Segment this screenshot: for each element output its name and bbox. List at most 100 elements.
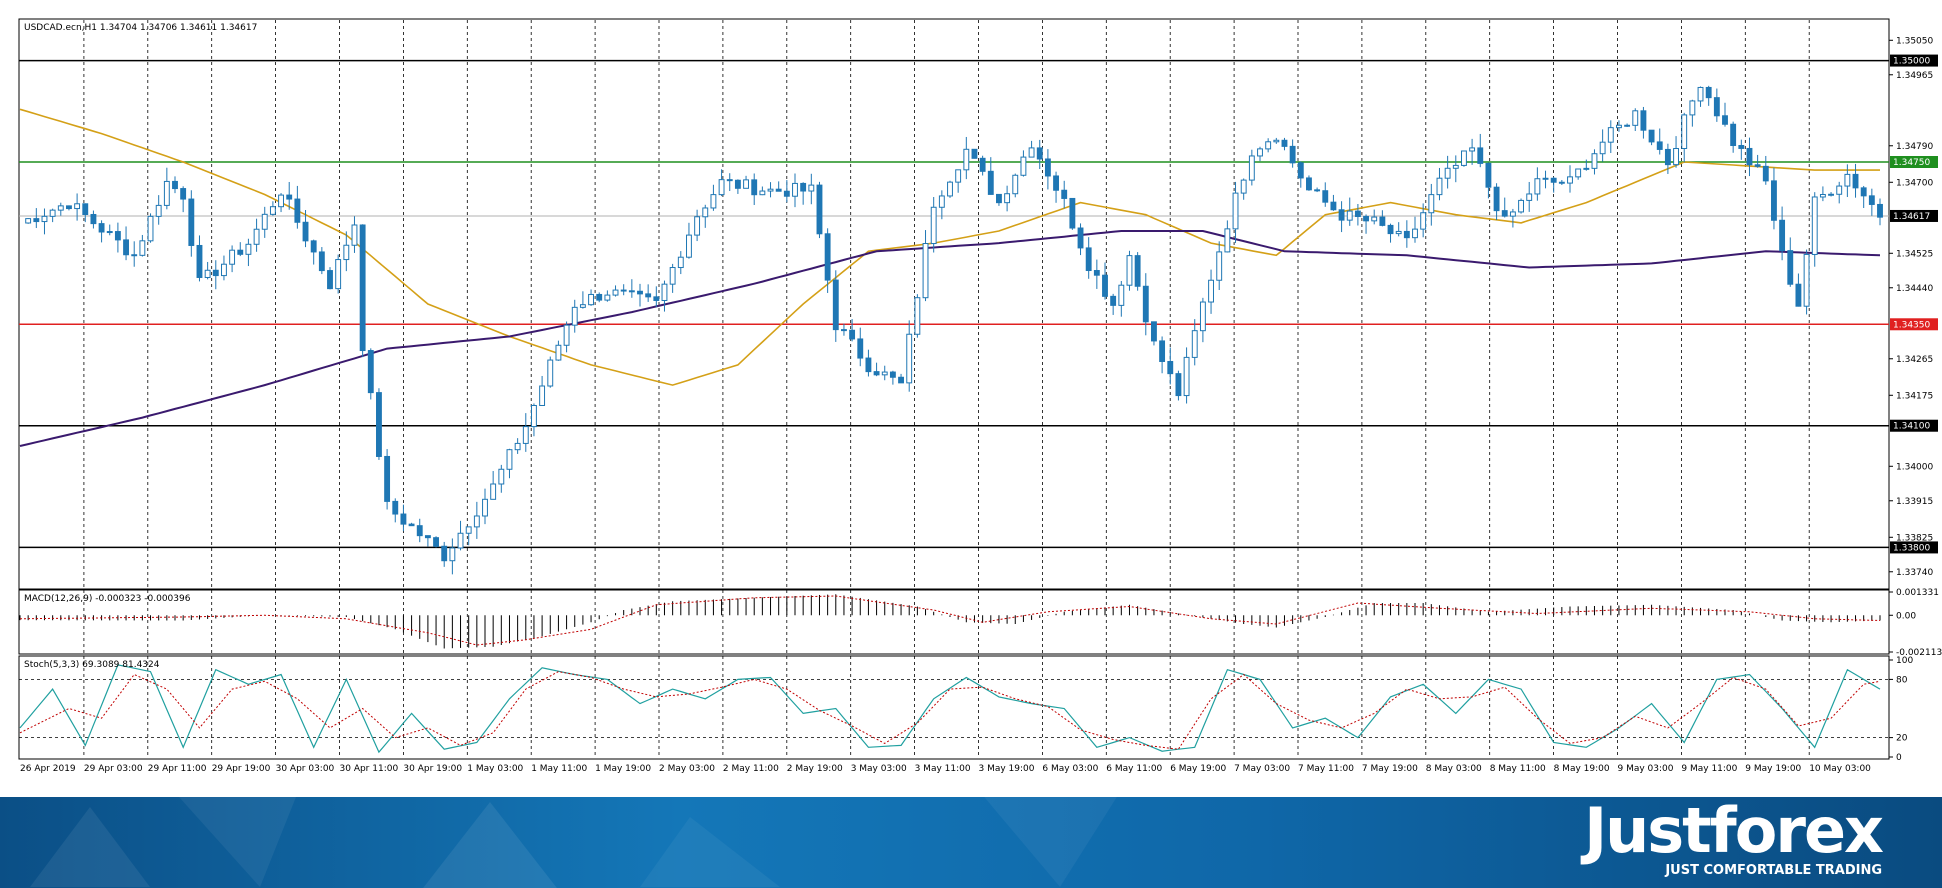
candle-body — [637, 290, 643, 295]
candle-body — [579, 304, 586, 308]
candle-body — [229, 249, 236, 265]
candle-body — [1142, 285, 1149, 323]
level-tag — [1890, 419, 1938, 432]
stochastic-indicator: 100 80 20 0 — [19, 656, 1913, 763]
x-tick-label: 8 May 03:00 — [1426, 764, 1482, 774]
candle-body — [376, 392, 382, 457]
candle-body — [1240, 179, 1247, 194]
candle-body — [1354, 210, 1361, 217]
x-tick-label: 9 May 03:00 — [1618, 764, 1674, 774]
candle-body — [873, 371, 880, 376]
candle-body — [1493, 186, 1500, 212]
candle-body — [310, 240, 317, 253]
candle-body — [1656, 141, 1663, 150]
candle-body — [1477, 147, 1484, 164]
banner-decor — [640, 817, 780, 887]
candle-body — [718, 179, 725, 196]
candle-body — [1705, 86, 1712, 99]
candle-body — [1664, 148, 1671, 166]
x-tick-label: 30 Apr 11:00 — [340, 764, 399, 774]
macd-tick-label: 0.00 — [1896, 611, 1916, 621]
candle-body — [41, 215, 48, 223]
macd-indicator: 0.001331 0.00 -0.002113 — [19, 588, 1942, 658]
candle-body — [1852, 173, 1859, 189]
candle-body — [74, 203, 81, 210]
candle-body — [555, 344, 562, 361]
candle-body — [359, 224, 366, 352]
candle-body — [628, 290, 635, 293]
candle-body — [1811, 196, 1818, 255]
price-axis: 1.35050 1.34965 1.34790 1.34700 1.34525 1.344… — [1889, 36, 1933, 578]
candle-body — [979, 157, 986, 172]
candle-body — [563, 324, 570, 346]
candle-body — [938, 195, 945, 208]
candle-body — [1836, 185, 1843, 195]
candle-body — [1697, 86, 1704, 102]
candle-body — [1346, 210, 1353, 221]
candle-body — [1591, 153, 1598, 169]
candle-body — [971, 148, 978, 159]
candle-body — [1640, 110, 1647, 131]
candle-body — [498, 468, 505, 485]
candle-body — [1248, 155, 1255, 181]
level-price-tags: 1.35000 1.34750 1.34350 1.34100 1.33800 1.346… — [1890, 54, 1938, 554]
candle-body — [490, 483, 497, 500]
candle-body — [1877, 203, 1883, 218]
candle-body — [114, 231, 121, 241]
candle-body — [1567, 176, 1573, 184]
candle-body — [963, 148, 970, 171]
candle-body — [734, 179, 741, 189]
candlesticks — [25, 85, 1883, 575]
x-tick-label: 6 May 03:00 — [1042, 764, 1098, 774]
candle-body — [1208, 279, 1214, 303]
y-tick-label: 1.34965 — [1896, 71, 1933, 81]
candle-body — [604, 294, 611, 301]
stoch-tick-label: 80 — [1896, 675, 1908, 685]
candle-body — [1452, 164, 1459, 169]
candle-body — [1012, 174, 1019, 195]
candle-body — [424, 535, 431, 539]
candle-body — [987, 170, 994, 195]
candle-body — [1599, 141, 1606, 155]
candle-body — [1175, 373, 1182, 397]
candle-body — [90, 213, 97, 225]
level-tag — [1890, 318, 1938, 331]
stoch-k-line — [19, 664, 1881, 754]
candle-body — [506, 449, 513, 470]
candle-body — [98, 223, 105, 233]
candle-body — [1803, 253, 1810, 307]
candle-body — [172, 180, 178, 190]
y-tick-label: 1.33825 — [1896, 533, 1933, 543]
chart-canvas: 1.35050 1.34965 1.34790 1.34700 1.34525 1.344… — [18, 18, 1942, 774]
x-tick-label: 6 May 19:00 — [1170, 764, 1226, 774]
candle-body — [1126, 255, 1133, 286]
x-tick-label: 2 May 03:00 — [659, 764, 715, 774]
candle-body — [775, 188, 782, 192]
candle-body — [1069, 197, 1076, 229]
candle-body — [1509, 211, 1516, 217]
candle-body — [269, 206, 276, 215]
x-tick-label: 2 May 11:00 — [723, 764, 779, 774]
candle-body — [1061, 189, 1068, 199]
candle-body — [294, 198, 301, 223]
x-tick-label: 6 May 11:00 — [1106, 764, 1162, 774]
candle-body — [1199, 301, 1206, 332]
candle-body — [1607, 127, 1614, 143]
candle-body — [792, 182, 798, 197]
macd-tick-label: -0.002113 — [1896, 648, 1942, 658]
banner-decor — [980, 797, 1120, 887]
candle-body — [433, 537, 439, 547]
x-tick-label: 30 Apr 03:00 — [276, 764, 335, 774]
candle-body — [416, 525, 423, 537]
candle-body — [1844, 173, 1851, 187]
candle-body — [1868, 195, 1875, 205]
candle-body — [253, 228, 260, 245]
candle-body — [302, 221, 309, 242]
candle-body — [841, 329, 847, 332]
candle-body — [351, 224, 358, 246]
candle-body — [1387, 224, 1394, 235]
candle-body — [1673, 148, 1679, 166]
candle-body — [237, 249, 244, 255]
candle-body — [392, 500, 399, 515]
candle-body — [849, 329, 856, 340]
